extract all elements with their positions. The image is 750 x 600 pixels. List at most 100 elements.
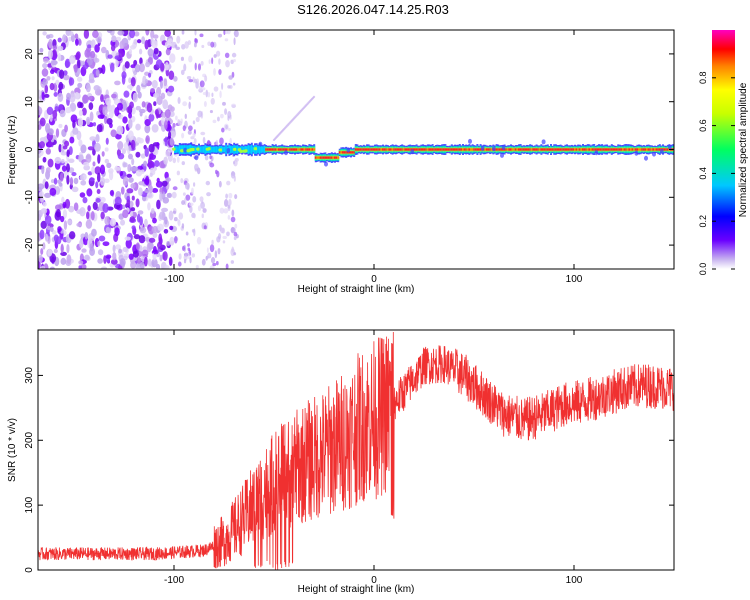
heatmap-cell [200, 131, 206, 136]
heatmap-cell [220, 227, 225, 234]
heatmap-cell [594, 148, 597, 151]
heatmap-cell [148, 237, 156, 243]
heatmap-cell [162, 251, 168, 261]
heatmap-cell [144, 147, 149, 158]
heatmap-cell [98, 235, 106, 242]
heatmap-cell [144, 78, 148, 84]
heatmap-cell [543, 148, 546, 151]
heatmap-cell [358, 148, 360, 151]
heatmap-cell [196, 236, 202, 245]
snr-ticks: -100 0 100 0 100 200 300 [24, 330, 674, 586]
heatmap-cell [85, 83, 91, 93]
heatmap-cell [386, 148, 389, 151]
heatmap-cell [241, 145, 244, 154]
heatmap-cell [44, 93, 50, 98]
heatmap-cell [407, 148, 410, 151]
spectrogram-heatmap [38, 30, 674, 269]
heatmap-cell [78, 260, 84, 265]
heatmap-cell [425, 148, 428, 151]
heatmap-cell [146, 242, 152, 253]
heatmap-cell [60, 243, 64, 254]
heatmap-cell [51, 49, 57, 59]
heatmap-cell [231, 246, 234, 253]
heatmap-cell [486, 148, 488, 151]
heatmap-cell [646, 148, 648, 151]
heatmap-cell [545, 148, 548, 151]
figure-title: S126.2026.047.14.25.R03 [297, 2, 449, 17]
heatmap-cell [194, 78, 198, 84]
heatmap-cell [58, 144, 62, 153]
heatmap-cell [181, 132, 185, 139]
heatmap-cell [537, 148, 540, 151]
heatmap-cell [211, 57, 214, 65]
heatmap-cell [501, 145, 506, 151]
heatmap-cell [281, 148, 284, 151]
heatmap-cell [73, 64, 78, 73]
heatmap-cell [260, 146, 263, 153]
heatmap-cell [650, 148, 653, 151]
heatmap-cell [192, 182, 196, 187]
heatmap-cell [505, 148, 508, 151]
heatmap-cell [236, 145, 239, 154]
heatmap-cell [295, 148, 298, 151]
spectrogram-ytick-label: -10 [24, 190, 35, 205]
heatmap-cell [185, 231, 189, 236]
heatmap-cell [149, 172, 153, 177]
heatmap-cell [390, 148, 392, 151]
heatmap-cell [202, 146, 205, 153]
heatmap-cell [217, 146, 220, 153]
heatmap-cell [372, 148, 375, 151]
heatmap-cell [570, 148, 573, 151]
heatmap-cell [582, 148, 584, 151]
spectrogram-ylabel: Frequency (Hz) [7, 116, 18, 185]
heatmap-cell [137, 210, 144, 215]
heatmap-cell [164, 109, 171, 118]
heatmap-cell [146, 102, 153, 113]
heatmap-cell [64, 124, 68, 133]
heatmap-cell [181, 161, 185, 166]
heatmap-cell [57, 45, 64, 52]
heatmap-cell [258, 141, 263, 147]
heatmap-cell [152, 217, 157, 224]
heatmap-cell [218, 148, 223, 152]
heatmap-cell [569, 148, 572, 151]
heatmap-cell [348, 151, 351, 154]
heatmap-cell [117, 141, 124, 151]
heatmap-cell [335, 156, 338, 159]
heatmap-cell [188, 55, 193, 63]
heatmap-cell [193, 42, 197, 48]
heatmap-cell [88, 72, 95, 83]
heatmap-cell [83, 161, 90, 167]
heatmap-cell [567, 148, 570, 151]
heatmap-cell [83, 30, 90, 39]
heatmap-cell [612, 148, 615, 151]
heatmap-cell [95, 133, 100, 143]
heatmap-cell [177, 261, 182, 267]
heatmap-cell [434, 148, 437, 151]
heatmap-cell [60, 251, 67, 256]
heatmap-cell [73, 177, 79, 185]
heatmap-cell [164, 120, 168, 130]
heatmap-cell [61, 196, 65, 204]
heatmap-cell [189, 256, 192, 264]
heatmap-cell [180, 149, 184, 153]
heatmap-cell [182, 125, 186, 132]
heatmap-cell [641, 148, 644, 151]
heatmap-cell [129, 216, 136, 223]
heatmap-cell [144, 218, 148, 228]
heatmap-cell [157, 241, 163, 249]
heatmap-cell [39, 229, 45, 240]
heatmap-cell [194, 62, 197, 71]
heatmap-cell [548, 148, 551, 151]
heatmap-cell [282, 148, 285, 151]
heatmap-cell [130, 183, 136, 189]
heatmap-cell [214, 250, 218, 259]
heatmap-cell [201, 146, 204, 153]
heatmap-cell [133, 39, 138, 45]
heatmap-cell [89, 177, 95, 182]
heatmap-cell [270, 148, 272, 151]
heatmap-cell [457, 148, 460, 151]
heatmap-cell [225, 193, 229, 199]
heatmap-cell [68, 36, 72, 42]
heatmap-cell [617, 148, 620, 151]
